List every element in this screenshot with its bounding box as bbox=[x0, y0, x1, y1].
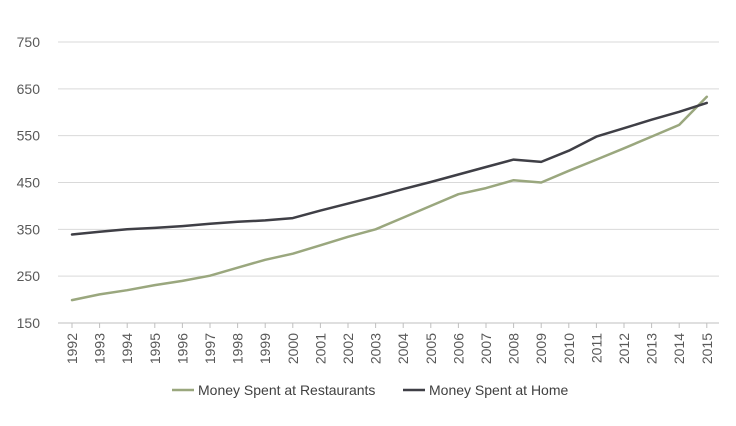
x-tick-label: 2009 bbox=[533, 333, 549, 364]
x-tick-label: 2003 bbox=[368, 333, 384, 364]
x-tick-label: 2005 bbox=[423, 333, 439, 364]
y-tick-label: 250 bbox=[17, 268, 41, 284]
y-tick-label: 350 bbox=[17, 221, 41, 237]
x-tick-label: 2012 bbox=[616, 333, 632, 364]
x-tick-label: 2001 bbox=[312, 333, 328, 364]
y-tick-label: 750 bbox=[17, 34, 41, 50]
x-tick-label: 2006 bbox=[450, 333, 466, 364]
y-tick-label: 450 bbox=[17, 175, 41, 191]
x-tick-label: 2011 bbox=[588, 333, 604, 363]
x-tick-label: 1992 bbox=[64, 333, 80, 364]
series-lines bbox=[70, 95, 709, 302]
y-tick-label: 650 bbox=[17, 81, 41, 97]
x-tick-label: 1996 bbox=[174, 333, 190, 364]
y-tick-label: 150 bbox=[17, 315, 41, 331]
x-tick-label: 2004 bbox=[395, 333, 411, 364]
x-tick-label: 2007 bbox=[478, 333, 494, 364]
legend-label: Money Spent at Restaurants bbox=[198, 382, 375, 398]
x-tick-label: 1998 bbox=[230, 333, 246, 364]
x-tick-label: 1993 bbox=[92, 333, 108, 364]
x-tick-label: 2010 bbox=[561, 333, 577, 364]
gridlines bbox=[58, 41, 719, 277]
x-tick-label: 1994 bbox=[119, 333, 135, 364]
axes: 150 250 350 450 550 650 750 1992 1993 1994 1995 199… bbox=[17, 34, 719, 364]
series-line-restaurants bbox=[70, 95, 709, 302]
x-tick-label: 2015 bbox=[699, 333, 715, 364]
x-tick-label: 1997 bbox=[202, 333, 218, 364]
x-tick-label: 1995 bbox=[147, 333, 163, 364]
x-tick-label: 1999 bbox=[257, 333, 273, 364]
x-tick-label: 2000 bbox=[285, 333, 301, 364]
y-tick-label: 550 bbox=[17, 128, 41, 144]
x-tick-label: 2008 bbox=[506, 333, 522, 364]
legend-label: Money Spent at Home bbox=[429, 382, 569, 398]
x-tick-label: 2002 bbox=[340, 333, 356, 364]
x-tick-label: 2013 bbox=[644, 333, 660, 364]
x-tick-label: 2014 bbox=[671, 333, 687, 364]
legend: Money Spent at Restaurants Money Spent at… bbox=[172, 382, 569, 398]
series-line-home bbox=[70, 101, 709, 236]
